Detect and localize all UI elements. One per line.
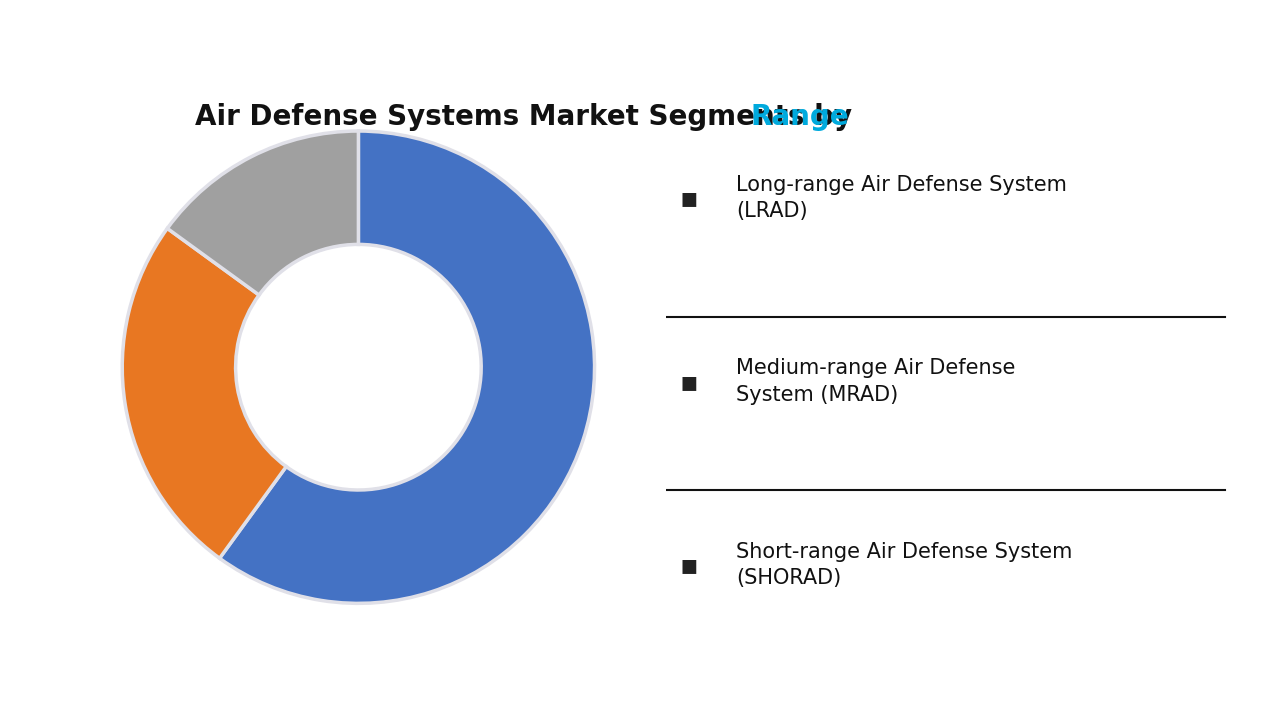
Wedge shape [220,131,594,603]
Text: Range: Range [750,103,849,131]
Text: Short-range Air Defense System
(SHORAD): Short-range Air Defense System (SHORAD) [736,542,1073,588]
Text: Air Defense Systems Market Segments by: Air Defense Systems Market Segments by [195,103,861,131]
Text: ▪: ▪ [680,552,699,579]
Text: Medium-range Air Defense
System (MRAD): Medium-range Air Defense System (MRAD) [736,359,1015,405]
Text: Long-range Air Defense System
(LRAD): Long-range Air Defense System (LRAD) [736,175,1068,221]
Wedge shape [168,131,358,295]
Text: ▪: ▪ [680,368,699,395]
Text: ▪: ▪ [680,184,699,212]
Wedge shape [123,228,287,558]
